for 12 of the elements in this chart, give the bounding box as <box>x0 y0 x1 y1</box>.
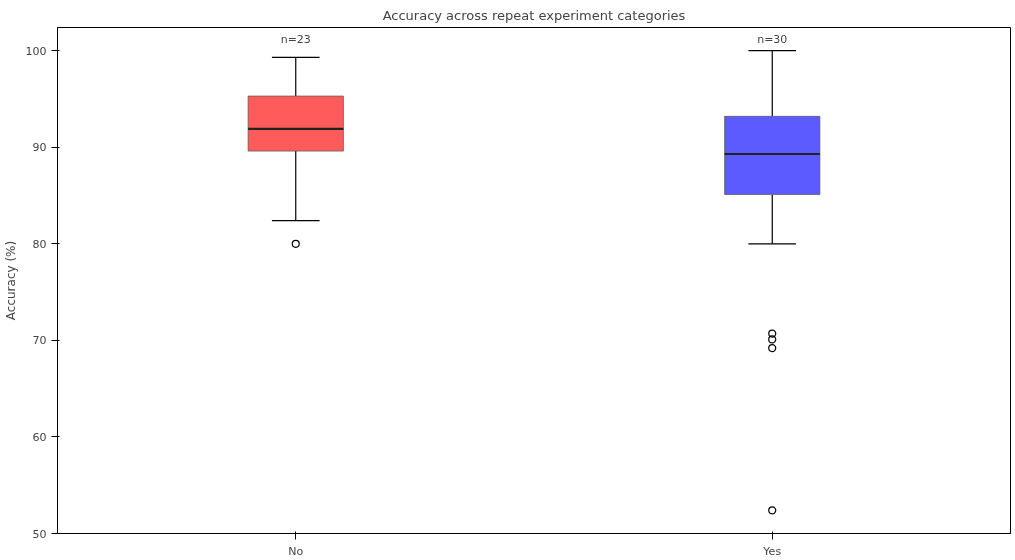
y-tick-label: 80 <box>32 237 47 251</box>
y-axis-title: Accuracy (%) <box>3 240 18 321</box>
x-tick-label: No <box>288 544 304 558</box>
y-tick-label: 90 <box>32 141 47 155</box>
y-tick-label: 70 <box>32 334 47 348</box>
y-tick-label: 100 <box>25 44 47 58</box>
chart-title: Accuracy across repeat experiment categories <box>382 7 686 23</box>
x-tick-label: Yes <box>762 544 782 558</box>
annotation: n=23 <box>280 32 311 46</box>
annotation: n=30 <box>757 32 788 46</box>
y-tick-label: 50 <box>32 527 47 541</box>
y-tick-label: 60 <box>32 430 47 444</box>
